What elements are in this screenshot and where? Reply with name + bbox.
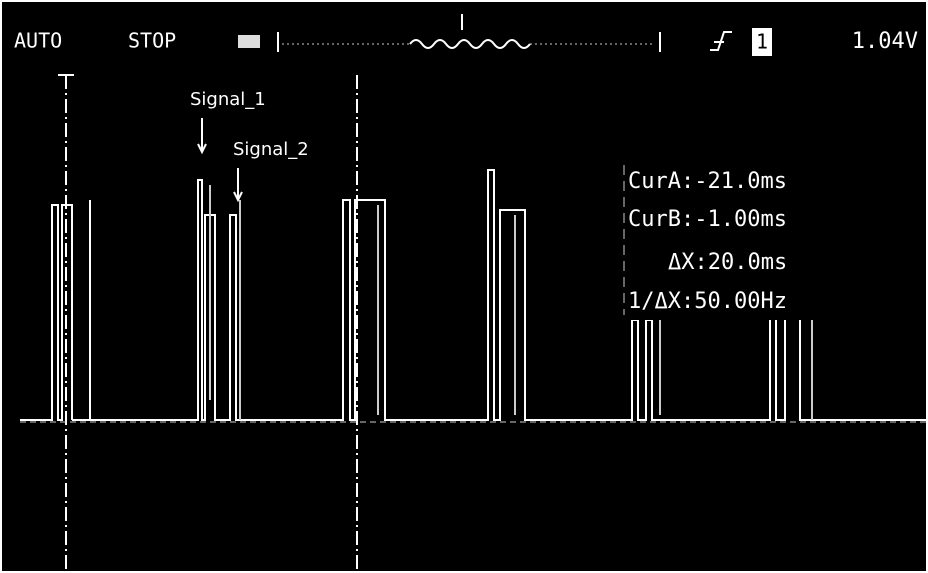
trigger-source: 1 bbox=[756, 30, 768, 54]
mode: AUTO bbox=[14, 29, 62, 53]
trigger-level: 1.04V bbox=[852, 29, 918, 54]
cursor-a-readout: CurA:-21.0ms bbox=[628, 169, 787, 194]
memory-icon bbox=[238, 35, 260, 48]
signal-2-label: Signal_2 bbox=[233, 139, 309, 160]
inverse-delta-x-readout: 1/ΔX:50.00Hz bbox=[628, 289, 787, 314]
run-state: STOP bbox=[128, 29, 176, 53]
signal-1-label: Signal_1 bbox=[190, 89, 266, 110]
cursor-readout: CurA:-21.0ms CurB:-1.00ms ΔX:20.0ms 1/ΔX… bbox=[618, 160, 888, 320]
page: AUTO STOP 1 1.04V Signal_1 Signal_2 CurA… bbox=[0, 0, 928, 573]
scope-screen: AUTO STOP 1 1.04V Signal_1 Signal_2 CurA… bbox=[0, 0, 928, 573]
cursor-b-readout: CurB:-1.00ms bbox=[628, 207, 787, 232]
delta-x-readout: ΔX:20.0ms bbox=[668, 250, 787, 275]
